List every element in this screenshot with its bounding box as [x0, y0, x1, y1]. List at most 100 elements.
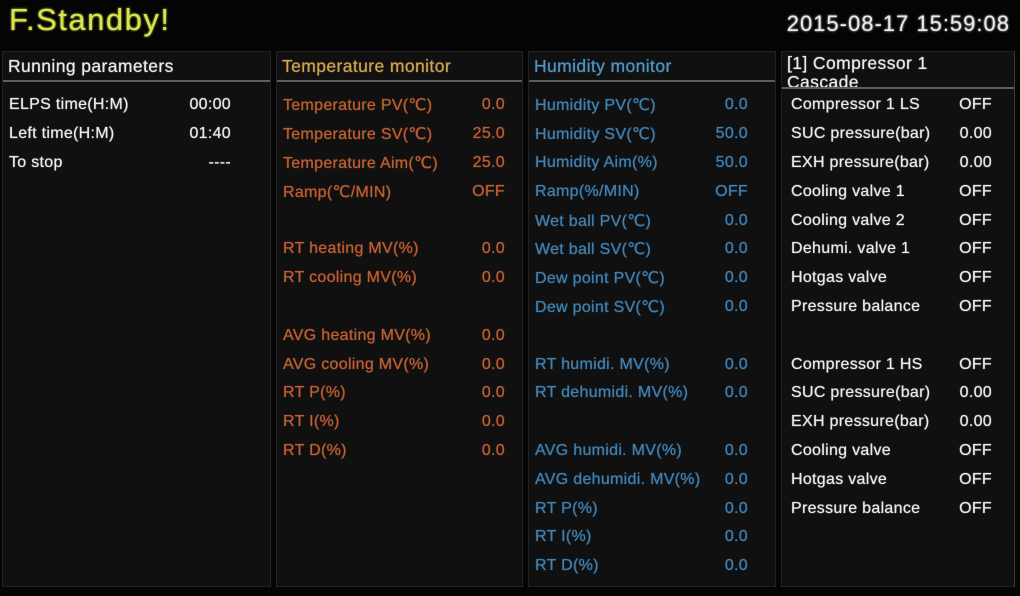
row-value: OFF	[959, 470, 992, 488]
row-value: 0.0	[481, 384, 505, 402]
status-row: Pressure balance OFF	[782, 293, 1014, 322]
row-label: Hotgas valve	[791, 269, 888, 287]
row-label: Cooling valve 1	[791, 182, 905, 200]
row-label: AVG cooling MV(%)	[283, 355, 430, 373]
status-row: RT D(%) 0.0	[529, 552, 775, 581]
row-label: Hotgas valve	[791, 470, 888, 488]
status-row: Cooling valve 2 OFF	[782, 206, 1014, 235]
row-value: 0.0	[724, 470, 748, 488]
row-label: RT P(%)	[535, 499, 598, 517]
row-label: Wet ball PV(℃)	[535, 212, 652, 230]
machine-status-title: F.Standby!	[9, 2, 171, 37]
row-label: AVG heating MV(%)	[283, 326, 431, 344]
status-row: Hotgas valve OFF	[782, 465, 1014, 494]
panel-header-running-parameters: Running parameters	[3, 52, 270, 82]
status-row: AVG heating MV(%) 0.0	[277, 321, 522, 350]
row-value: 0.0	[481, 355, 505, 373]
row-label: RT D(%)	[535, 557, 599, 575]
row-label: RT I(%)	[535, 528, 592, 546]
row-value: 0.0	[481, 96, 505, 114]
panel-rows: Compressor 1 LS OFF SUC pressure(bar) 0.00 E…	[782, 91, 1014, 523]
status-row: Wet ball PV(℃) 0.0	[529, 206, 775, 235]
status-row: EXH pressure(bar) 0.00	[782, 408, 1014, 437]
row-value: 0.0	[724, 211, 748, 229]
row-value: 0.0	[724, 355, 748, 373]
row-value: 0.0	[724, 557, 748, 575]
row-value: 0.0	[481, 240, 505, 258]
row-label: Ramp(%/MIN)	[535, 182, 640, 200]
row-label: RT humidi. MV(%)	[535, 355, 670, 373]
row-value: OFF	[959, 297, 992, 315]
row-label: Temperature Aim(℃)	[283, 154, 438, 172]
row-label: Temperature SV(℃)	[283, 126, 433, 144]
status-row: To stop ----	[3, 149, 270, 178]
row-value: OFF	[472, 182, 505, 200]
row-label: Pressure balance	[791, 297, 921, 315]
row-label: SUC pressure(bar)	[791, 125, 931, 143]
status-row: SUC pressure(bar) 0.00	[782, 379, 1014, 408]
panel-rows: Humidity PV(℃) 0.0 Humidity SV(℃) 50.0 Humid…	[529, 91, 775, 581]
row-value: 0.0	[724, 384, 748, 402]
datetime-display: 2015-08-17 15:59:08	[786, 11, 1010, 36]
status-row: Dew point PV(℃) 0.0	[529, 264, 775, 293]
row-value: 25.0	[472, 125, 505, 143]
status-row: Ramp(%/MIN) OFF	[529, 177, 775, 206]
row-label: Cooling valve	[791, 441, 891, 459]
row-value: 0.0	[724, 96, 748, 114]
status-row: Cooling valve OFF	[782, 437, 1014, 466]
row-value: 0.0	[724, 528, 748, 546]
row-value: OFF	[959, 211, 992, 229]
row-value: OFF	[959, 499, 992, 517]
status-row: RT P(%) 0.0	[529, 494, 775, 523]
row-value: OFF	[959, 240, 992, 258]
row-label: Left time(H:M)	[9, 125, 115, 143]
row-label: EXH pressure(bar)	[791, 413, 930, 431]
panel-title: [1] Compressor 1	[787, 53, 928, 73]
status-row: RT I(%) 0.0	[529, 523, 775, 552]
status-row: ELPS time(H:M) 00:00	[3, 91, 270, 120]
row-value: 0.0	[481, 413, 505, 431]
row-label: RT dehumidi. MV(%)	[535, 384, 689, 402]
status-row: Humidity Aim(%) 50.0	[529, 149, 775, 178]
row-label: RT D(%)	[283, 441, 347, 459]
panel-running-parameters: Running parameters ELPS time(H:M) 00:00 Le…	[2, 51, 271, 587]
row-label: Humidity PV(℃)	[535, 97, 656, 115]
panel-title: Temperature monitor	[282, 56, 452, 76]
status-row: Humidity SV(℃) 50.0	[529, 120, 775, 149]
status-row: Left time(H:M) 01:40	[3, 120, 270, 149]
row-label: Humidity SV(℃)	[535, 126, 656, 144]
panel-temperature-monitor: Temperature monitor Temperature PV(℃) 0.0…	[276, 51, 523, 587]
row-value: 01:40	[189, 125, 231, 143]
row-label: Compressor 1 HS	[791, 355, 923, 373]
status-row: Ramp(℃/MIN) OFF	[277, 177, 522, 206]
status-row: EXH pressure(bar) 0.00	[782, 149, 1014, 178]
status-row: Compressor 1 HS OFF	[782, 350, 1014, 379]
status-row: Dehumi. valve 1 OFF	[782, 235, 1014, 264]
row-value: 0.00	[959, 125, 992, 143]
panel-header-temperature-monitor: Temperature monitor	[277, 52, 522, 82]
status-row: RT P(%) 0.0	[277, 379, 522, 408]
row-label: EXH pressure(bar)	[791, 153, 930, 171]
row-label: AVG humidi. MV(%)	[535, 441, 683, 459]
status-row: Dew point SV(℃) 0.0	[529, 293, 775, 322]
row-value: OFF	[959, 96, 992, 114]
row-value: OFF	[715, 182, 748, 200]
row-label: Pressure balance	[791, 499, 921, 517]
row-label: Compressor 1 LS	[791, 96, 920, 114]
row-label: Cooling valve 2	[791, 211, 905, 229]
status-row: RT dehumidi. MV(%) 0.0	[529, 379, 775, 408]
status-row: RT cooling MV(%) 0.0	[277, 264, 522, 293]
row-value: 0.0	[724, 240, 748, 258]
row-value: 25.0	[472, 153, 505, 171]
panel-title: Running parameters	[8, 56, 174, 76]
row-value: 0.0	[724, 269, 748, 287]
row-value: 0.0	[724, 499, 748, 517]
row-label: Dehumi. valve 1	[791, 240, 911, 258]
row-value: 0.00	[959, 384, 992, 402]
status-row: AVG cooling MV(%) 0.0	[277, 350, 522, 379]
row-value: 0.0	[481, 441, 505, 459]
row-label: Dew point PV(℃)	[535, 270, 666, 288]
panel-compressor-1: [1] Compressor 1 Cascade Compressor 1 LS…	[781, 51, 1015, 587]
row-label: AVG dehumidi. MV(%)	[535, 470, 701, 488]
status-row: Temperature Aim(℃) 25.0	[277, 149, 522, 178]
